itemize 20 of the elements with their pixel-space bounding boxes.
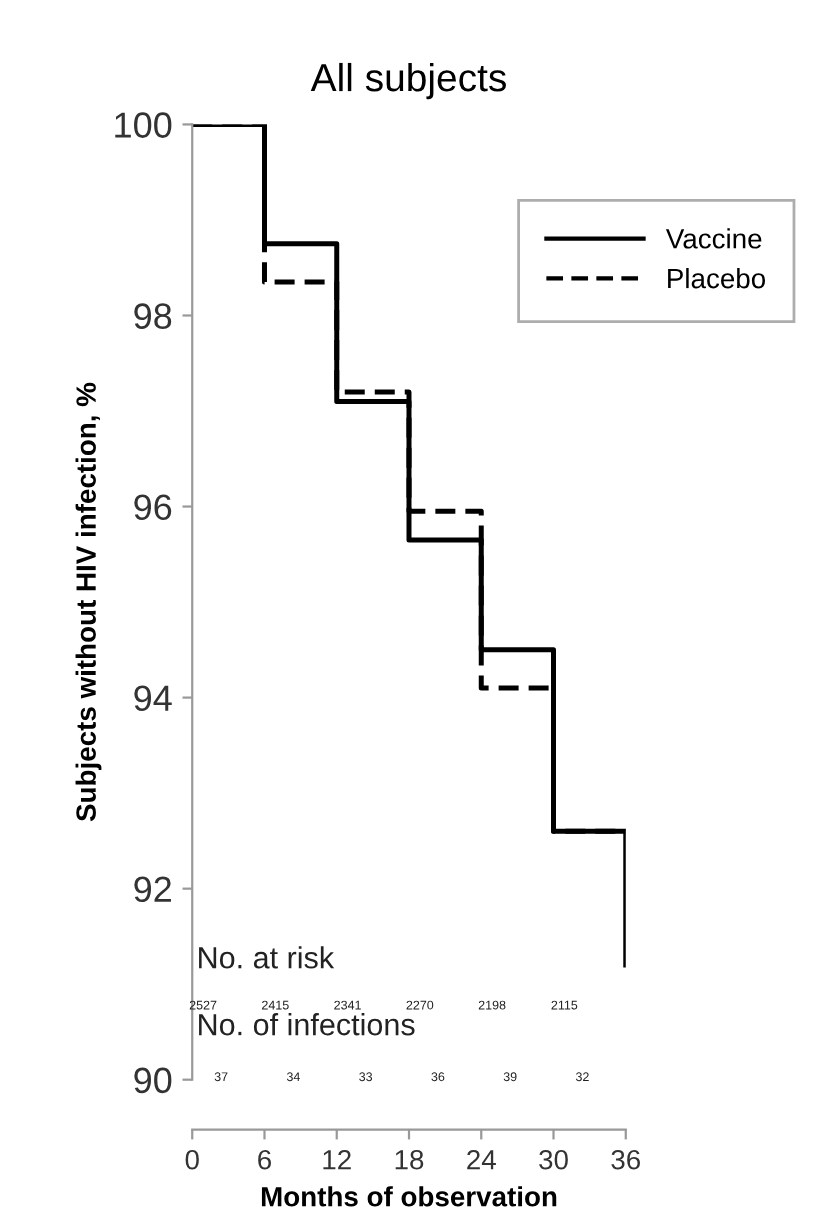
annotation: No. at risk [199,946,335,969]
annotation: No. of infections [199,1013,415,1036]
y-tick-label: 100 [115,112,172,138]
x-axis-title: Months of observation [261,1186,557,1207]
y-tick-label: 94 [134,685,172,712]
x-tick-label: 24 [467,1149,496,1170]
x-tick-label: 0 [185,1149,199,1170]
y-tick-label: 98 [134,303,172,329]
y-axis-title: Subjects without HIV infection, % [75,382,102,822]
x-tick-label: 30 [539,1149,568,1170]
legend-label: Vaccine [665,228,762,249]
y-tick-label: 96 [134,494,172,520]
x-tick-label: 12 [323,1149,351,1170]
x-tick-label: 6 [258,1149,271,1170]
y-tick-label: 92 [134,876,171,903]
y-tick-label: 90 [134,1067,172,1094]
legend-label: Placebo [668,267,766,289]
x-tick-label: 36 [611,1149,640,1170]
x-tick-label: 18 [395,1149,424,1170]
chart-title: All subjects [310,62,506,100]
